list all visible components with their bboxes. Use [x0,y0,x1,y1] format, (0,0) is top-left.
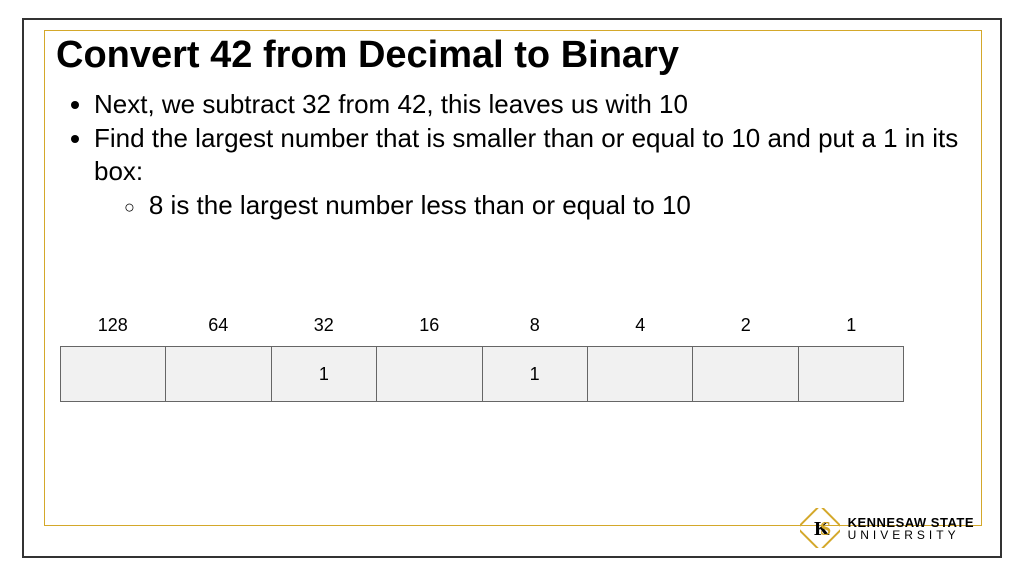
bullet-list: Next, we subtract 32 from 42, this leave… [56,88,968,222]
logo-text: KENNESAW STATE UNIVERSITY [848,516,974,541]
col-label: 16 [377,315,483,336]
col-label: 1 [799,315,905,336]
table-header-row: 128 64 32 16 8 4 2 1 [60,315,904,336]
cell [799,347,903,401]
col-label: 64 [166,315,272,336]
cell: 1 [272,347,377,401]
binary-table: 128 64 32 16 8 4 2 1 1 1 [60,315,904,402]
cell [693,347,798,401]
sub-bullet-item: 8 is the largest number less than or equ… [124,189,968,222]
cell [61,347,166,401]
university-logo: K S KENNESAW STATE UNIVERSITY [800,508,974,548]
table-value-row: 1 1 [60,346,904,402]
bullet-text: Find the largest number that is smaller … [94,123,958,186]
col-label: 4 [588,315,694,336]
cell [166,347,271,401]
ks-logo-icon: K S [800,508,840,548]
col-label: 2 [693,315,799,336]
bullet-item: Find the largest number that is smaller … [94,122,968,222]
col-label: 32 [271,315,377,336]
logo-line2: UNIVERSITY [848,529,974,541]
col-label: 128 [60,315,166,336]
sub-bullet-list: 8 is the largest number less than or equ… [94,189,968,222]
cell [588,347,693,401]
cell: 1 [483,347,588,401]
slide-content: Convert 42 from Decimal to Binary Next, … [56,34,968,224]
bullet-item: Next, we subtract 32 from 42, this leave… [94,88,968,121]
page-title: Convert 42 from Decimal to Binary [56,34,968,78]
col-label: 8 [482,315,588,336]
svg-text:S: S [820,518,831,540]
logo-line1: KENNESAW STATE [848,516,974,529]
cell [377,347,482,401]
